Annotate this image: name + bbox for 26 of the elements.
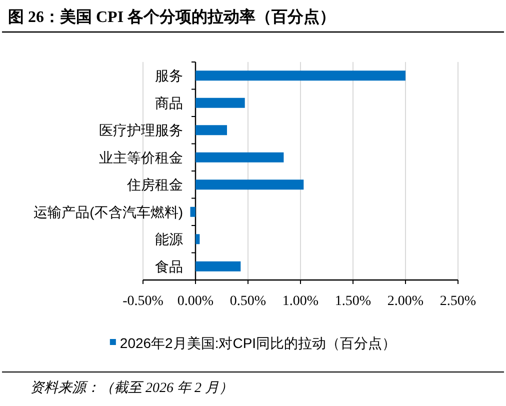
y-tick-label: 医疗护理服务 (99, 122, 183, 138)
x-tick-label: 0.50% (230, 294, 266, 309)
y-tick-label: 住房租金 (126, 176, 183, 193)
text: 资料来源：（截至 2026 年 2 月） (30, 380, 233, 396)
chart-title: 图 26：美国 CPI 各个分项的拉动率（百分点） (8, 7, 336, 26)
bar (196, 98, 245, 108)
x-tick-label: -0.50% (122, 294, 164, 309)
y-tick-label: 业主等价租金 (99, 149, 183, 166)
y-tick-label: 能源 (155, 231, 183, 248)
x-tick-label: 2.50% (440, 294, 476, 309)
bar (196, 125, 227, 136)
bar (196, 152, 284, 162)
bar (196, 70, 406, 81)
legend-label: 2026年2月美国:对CPI同比的拉动（百分点） (120, 335, 396, 351)
y-tick-label: 服务 (155, 68, 183, 84)
x-tick-label: 1.00% (282, 294, 319, 309)
y-tick-label: 商品 (155, 94, 183, 111)
bar (190, 206, 196, 217)
bar (196, 180, 304, 190)
x-tick-label: 0.00% (177, 294, 214, 309)
x-tick-label: 2.00% (387, 294, 424, 309)
y-tick-label: 运输产品(不含汽车燃料) (34, 204, 183, 220)
x-tick-label: 1.50% (334, 294, 372, 309)
bar (196, 261, 241, 272)
bar (196, 234, 200, 244)
y-tick-label: 食品 (155, 258, 183, 274)
